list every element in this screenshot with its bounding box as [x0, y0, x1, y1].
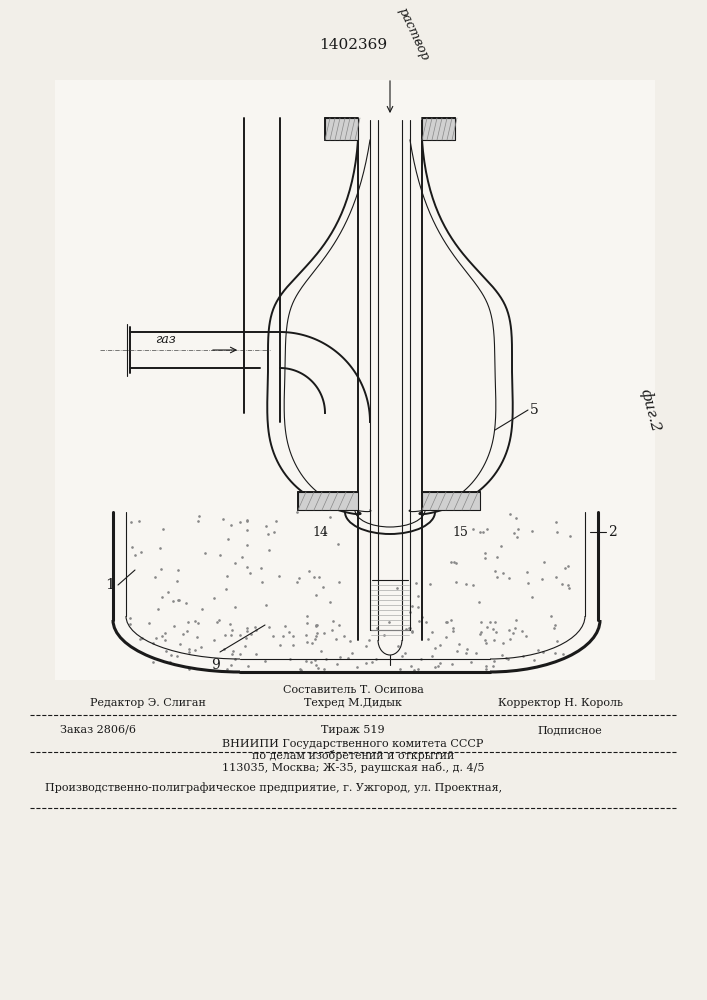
Text: Тираж 519: Тираж 519 [321, 725, 385, 735]
Text: ВНИИПИ Государственного комитета СССР: ВНИИПИ Государственного комитета СССР [222, 739, 484, 749]
Bar [422, 118, 455, 140]
Text: Редактор Э. Слиган: Редактор Э. Слиган [90, 698, 206, 708]
Text: Техред М.Дидык: Техред М.Дидык [304, 698, 402, 708]
Text: Корректор Н. Король: Корректор Н. Король [498, 698, 622, 708]
Text: раствор: раствор [395, 6, 431, 63]
Text: Производственно-полиграфическое предприятие, г. Ужгород, ул. Проектная,: Производственно-полиграфическое предприя… [45, 782, 502, 793]
Text: газ: газ [155, 333, 176, 346]
Text: 1: 1 [105, 578, 115, 592]
Text: фиг.2: фиг.2 [637, 387, 663, 433]
Text: 15: 15 [452, 526, 468, 539]
Text: 5: 5 [530, 403, 539, 417]
Text: Заказ 2806/6: Заказ 2806/6 [60, 725, 136, 735]
Text: по делам изобретений и открытий: по делам изобретений и открытий [252, 750, 454, 761]
Text: 9: 9 [211, 658, 219, 672]
Text: Подписное: Подписное [537, 725, 602, 735]
Text: 14: 14 [312, 526, 328, 539]
Bar [422, 492, 480, 510]
Text: 2: 2 [608, 525, 617, 539]
Text: 113035, Москва; Ж-35, раушская наб., д. 4/5: 113035, Москва; Ж-35, раушская наб., д. … [222, 762, 484, 773]
Text: Составитель Т. Осипова: Составитель Т. Осипова [283, 685, 423, 695]
Text: 1402369: 1402369 [319, 38, 387, 52]
Bar [298, 492, 358, 510]
Bar [55, 80, 655, 680]
Bar [325, 118, 358, 140]
